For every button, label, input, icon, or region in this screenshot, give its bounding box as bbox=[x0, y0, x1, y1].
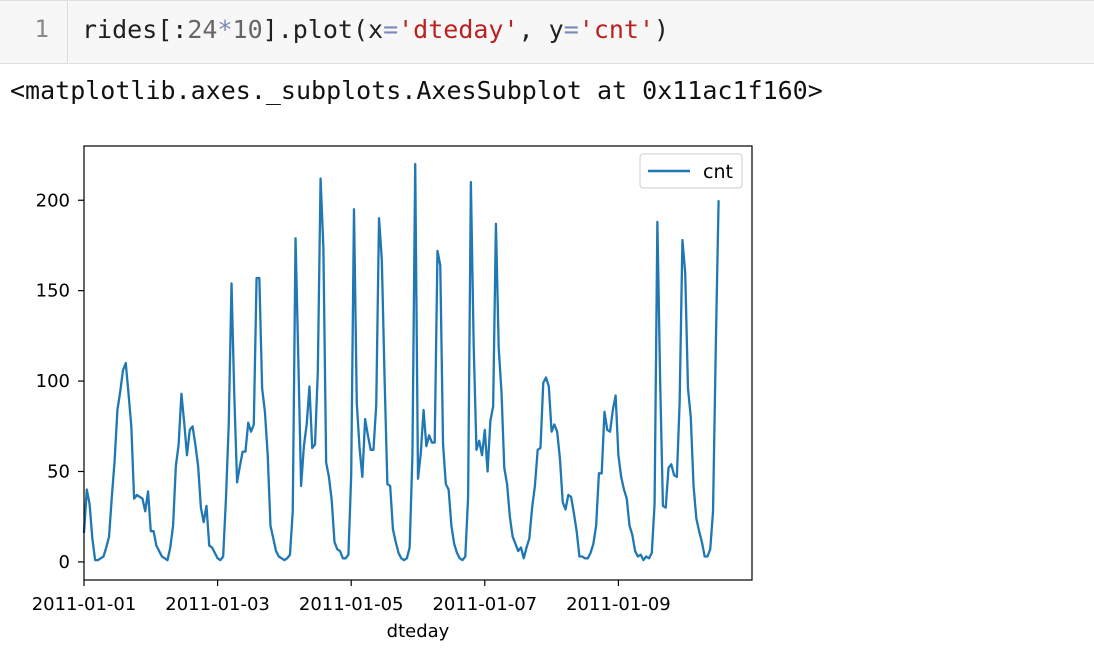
code-token: ) bbox=[654, 15, 670, 44]
code-string: 'dteday' bbox=[398, 15, 519, 44]
x-tick-label: 2011-01-09 bbox=[566, 594, 671, 615]
y-tick-label: 0 bbox=[59, 552, 70, 573]
line-number-gutter: 1 bbox=[0, 1, 68, 63]
code-operator: = bbox=[563, 15, 579, 44]
x-axis-label: dteday bbox=[387, 621, 450, 642]
y-tick-label: 200 bbox=[36, 190, 70, 211]
y-tick-label: 100 bbox=[36, 371, 70, 392]
code-token: rides[: bbox=[82, 15, 188, 44]
series-line-cnt bbox=[82, 162, 720, 562]
legend-box bbox=[639, 153, 743, 189]
code-cell[interactable]: 1 rides[:24*10].plot(x='dteday', y='cnt'… bbox=[0, 0, 1094, 64]
x-tick-label: 2011-01-01 bbox=[32, 594, 137, 615]
line-number: 1 bbox=[34, 15, 49, 43]
cell-output-text: <matplotlib.axes._subplots.AxesSubplot a… bbox=[10, 76, 823, 105]
legend-label: cnt bbox=[703, 161, 733, 183]
code-number: 10 bbox=[232, 15, 263, 44]
y-tick-label: 150 bbox=[36, 281, 70, 302]
plot-lines bbox=[82, 162, 720, 562]
legend: cnt bbox=[639, 153, 743, 189]
x-tick-label: 2011-01-05 bbox=[299, 594, 404, 615]
code-operator: = bbox=[383, 15, 399, 44]
code-string: 'cnt' bbox=[578, 15, 655, 44]
x-tick-label: 2011-01-03 bbox=[165, 594, 270, 615]
x-tick-label: 2011-01-07 bbox=[432, 594, 537, 615]
code-token: ].plot(x bbox=[262, 15, 384, 44]
code-operator: * bbox=[217, 15, 233, 44]
y-tick-label: 50 bbox=[47, 462, 70, 483]
code-token: , y bbox=[518, 15, 564, 44]
axes-frame bbox=[83, 145, 753, 581]
code-number: 24 bbox=[187, 15, 218, 44]
code-line[interactable]: rides[:24*10].plot(x='dteday', y='cnt') bbox=[82, 15, 669, 44]
axis-ticks: 0 50 100 150 200 2011-01-01 2011-01-03 2011-01-… bbox=[32, 190, 671, 615]
